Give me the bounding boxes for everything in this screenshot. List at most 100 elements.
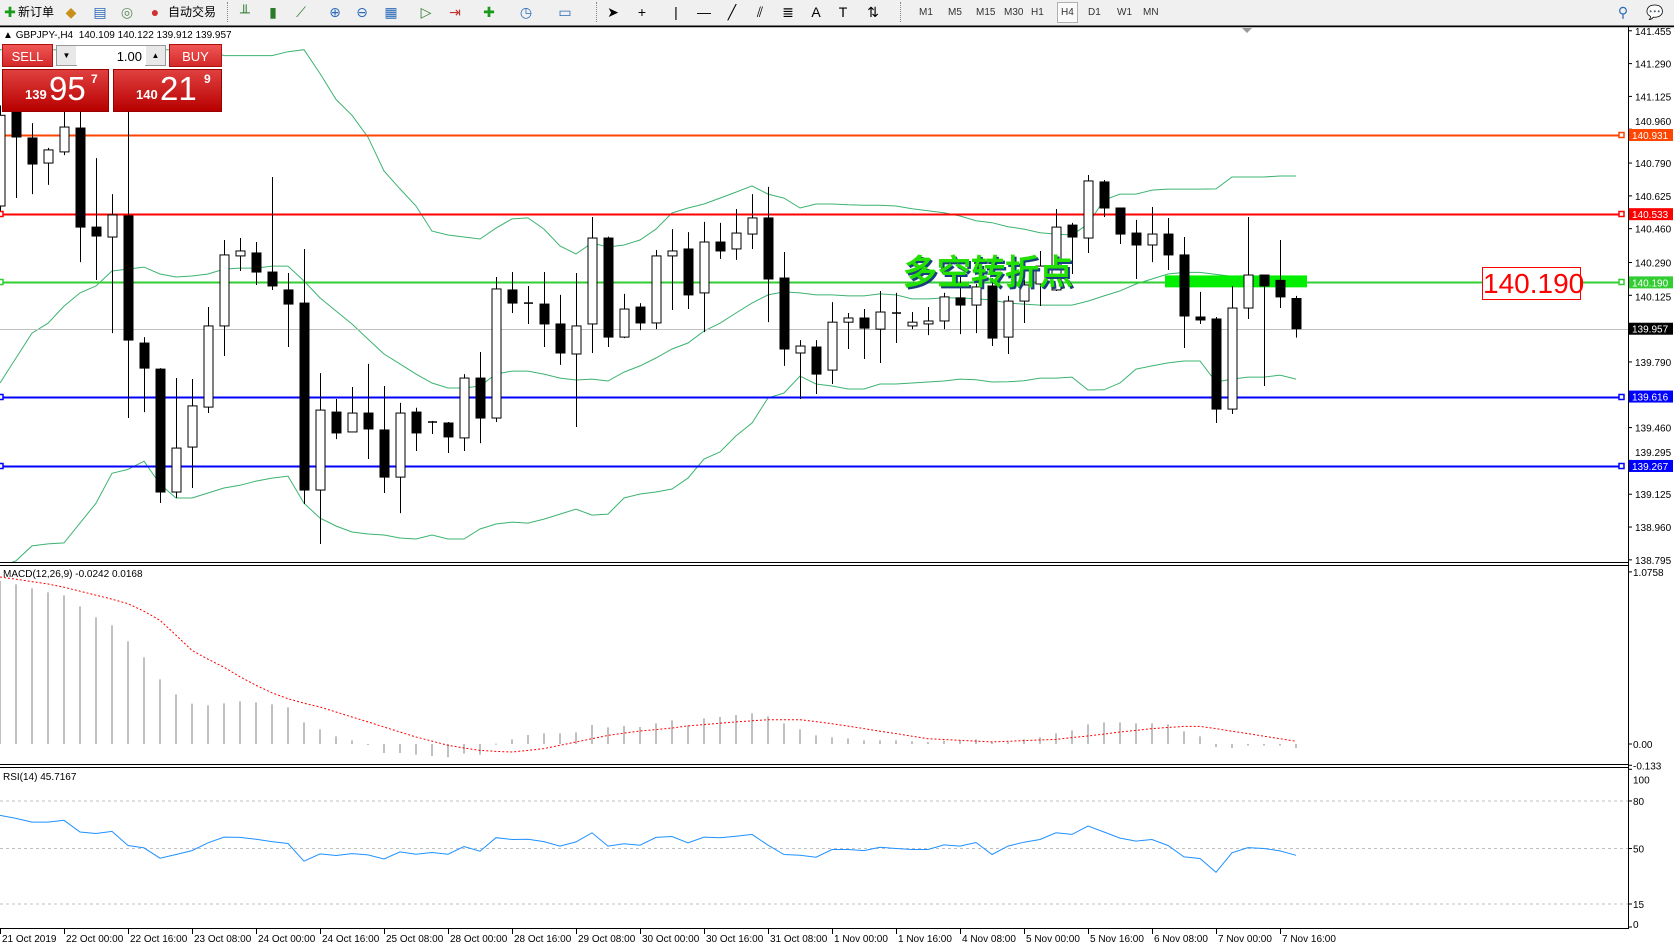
macd-histogram-bar	[1279, 744, 1281, 746]
candle-body-bull	[491, 288, 502, 419]
candle	[539, 272, 550, 348]
candle-body-bear	[1179, 254, 1190, 317]
macd-histogram-bar	[367, 744, 369, 745]
line-handle	[1618, 131, 1625, 139]
macd-histogram-bar	[287, 707, 289, 744]
timeframe-mn[interactable]: MN	[1143, 7, 1159, 18]
new-order-icon[interactable]: ✚	[4, 4, 16, 20]
templates-icon[interactable]: ▭	[558, 4, 572, 20]
candle-body-bull	[203, 325, 214, 408]
zoom-out-icon[interactable]: ⊖	[356, 4, 368, 20]
candlestick-chart-icon[interactable]: ▮	[269, 4, 277, 20]
navigator-icon[interactable]: ◎	[120, 4, 134, 20]
arrows-icon[interactable]: ⇅	[867, 4, 879, 20]
line-chart-icon[interactable]: ⟋	[296, 4, 306, 20]
price-label-box[interactable]: 140.190	[1482, 267, 1585, 300]
timeframe-w1[interactable]: W1	[1117, 7, 1132, 18]
bollinger-middle-band	[0, 265, 1296, 389]
text-icon[interactable]: A	[811, 4, 821, 20]
zoom-in-icon[interactable]: ⊕	[329, 4, 341, 20]
fibonacci-icon[interactable]: ≣	[782, 4, 794, 20]
auto-trading-icon[interactable]: ●	[150, 4, 160, 20]
chart-shift-icon[interactable]: ⇥	[449, 4, 461, 20]
timeframe-d1[interactable]: D1	[1088, 7, 1101, 18]
market-watch-icon[interactable]: ◆	[65, 4, 77, 20]
timeframe-m5[interactable]: M5	[948, 7, 962, 18]
macd-histogram-bar	[79, 606, 81, 744]
toolbar-separator	[596, 2, 598, 22]
candle	[475, 351, 486, 444]
trendline-icon[interactable]: ╱	[727, 4, 737, 20]
candle	[139, 337, 150, 413]
timeframe-m30[interactable]: M30	[1004, 7, 1024, 18]
lot-increase-button[interactable]: ▲	[146, 46, 165, 65]
macd-histogram-bar	[927, 741, 929, 744]
periods-icon[interactable]: ◷	[519, 4, 533, 20]
lot-size-stepper: ▼ ▲	[56, 45, 166, 67]
macd-histogram-bar	[335, 736, 337, 744]
horizontal-line-icon[interactable]: —	[697, 4, 711, 20]
lot-size-input[interactable]	[77, 46, 145, 67]
tile-windows-icon[interactable]: ▦	[384, 4, 398, 20]
crosshair-icon[interactable]: +	[637, 4, 647, 20]
timeframe-h1[interactable]: H1	[1031, 7, 1044, 18]
new-order-button[interactable]: 新订单	[18, 5, 55, 19]
sell-price-box[interactable]: 139 95 7	[2, 69, 109, 112]
timeframe-m15[interactable]: M15	[976, 7, 996, 18]
candle-body-bear	[1099, 181, 1110, 209]
chat-icon[interactable]: 💬	[1646, 4, 1664, 20]
macd-histogram-bar	[703, 718, 705, 744]
buy-price-big-figure: 140	[136, 87, 158, 102]
macd-histogram-bar	[207, 705, 209, 744]
auto-trading-button[interactable]: 自动交易	[168, 5, 217, 19]
cursor-icon[interactable]: ➤	[607, 4, 619, 20]
line-handle	[1618, 278, 1625, 286]
timeframe-h4[interactable]: H4	[1057, 2, 1078, 23]
candle-body-bear	[443, 422, 454, 438]
lot-decrease-button[interactable]: ▼	[57, 46, 76, 65]
data-window-icon[interactable]: ▤	[93, 4, 107, 20]
buy-price-box[interactable]: 140 21 9	[113, 69, 222, 112]
price-tag-text: 139.616	[1632, 393, 1669, 404]
equidistant-channel-icon[interactable]: ⫽	[756, 4, 764, 20]
macd-axis-label: 0.00	[1633, 740, 1653, 751]
candle-body-bull	[315, 409, 326, 491]
bar-chart-icon[interactable]: ╨	[240, 4, 250, 20]
time-label: 5 Nov 16:00	[1090, 934, 1144, 945]
pivot-annotation-text[interactable]: 多空转折点	[903, 253, 1073, 293]
candle	[43, 147, 54, 185]
trend-arrow-icon: ▲	[3, 30, 13, 41]
candle	[219, 240, 230, 356]
time-label: 7 Nov 16:00	[1282, 934, 1336, 945]
line-handle	[1618, 393, 1625, 401]
rsi-line	[0, 814, 1297, 874]
macd-histogram-bar	[223, 703, 225, 744]
price-tick-label: 140.790	[1635, 159, 1672, 170]
auto-scroll-icon[interactable]: ▷	[420, 4, 432, 20]
price-tick-label: 139.790	[1635, 358, 1672, 369]
search-icon[interactable]: ⚲	[1617, 4, 1629, 20]
chart-title: ▲ GBPJPY-,H4 140.109 140.122 139.912 139…	[3, 30, 232, 41]
indicators-icon[interactable]: ✚	[483, 4, 495, 20]
timeframe-m1[interactable]: M1	[919, 7, 933, 18]
candle	[747, 194, 758, 249]
candle-body-bear	[1275, 279, 1286, 298]
time-label: 21 Oct 2019	[2, 934, 57, 945]
candle	[91, 158, 102, 280]
time-label: 4 Nov 08:00	[962, 934, 1016, 945]
candle	[299, 248, 310, 504]
candle-body-bull	[939, 296, 950, 322]
macd-histogram-bar	[975, 739, 977, 744]
vertical-line-icon[interactable]: |	[674, 4, 678, 20]
macd-panel	[0, 576, 1297, 758]
candle	[1131, 219, 1142, 280]
buy-button[interactable]: BUY	[169, 44, 222, 67]
text-label-icon[interactable]: T	[838, 4, 848, 20]
line-handle	[0, 210, 4, 218]
candle	[75, 109, 86, 263]
candle-body-bull	[1243, 274, 1254, 309]
sell-button[interactable]: SELL	[2, 44, 53, 67]
macd-histogram-bar	[719, 716, 721, 744]
candle	[491, 277, 502, 423]
